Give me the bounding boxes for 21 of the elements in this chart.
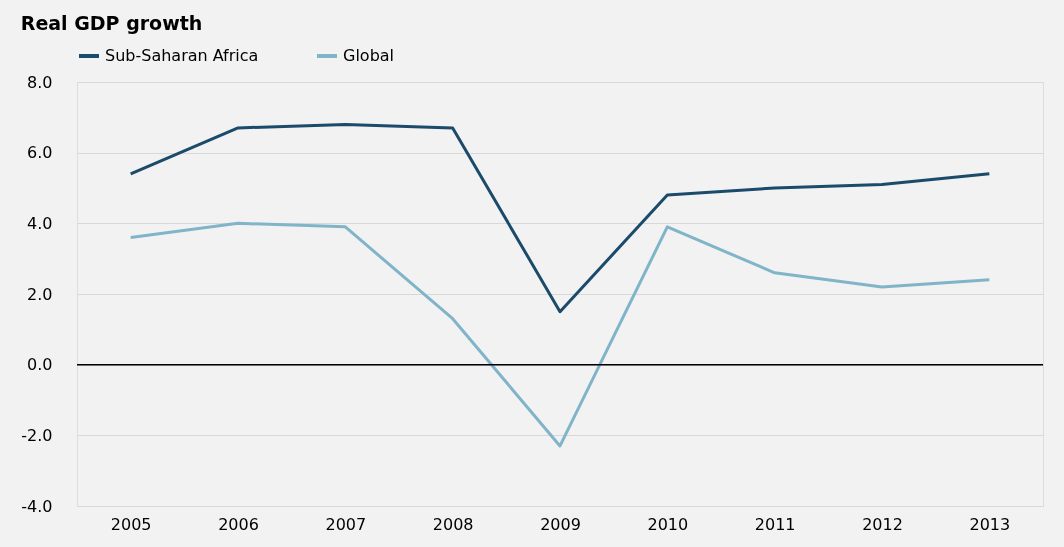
line-series bbox=[129, 122, 991, 314]
y-tick-label: 4.0 bbox=[27, 213, 53, 233]
x-tick-label: 2007 bbox=[325, 514, 367, 534]
x-tick-label: 2013 bbox=[969, 514, 1011, 534]
line-series bbox=[129, 221, 991, 448]
x-tick-label: 2005 bbox=[110, 514, 152, 534]
legend-label: Sub-Saharan Africa bbox=[105, 46, 259, 65]
x-tick-label: 2006 bbox=[218, 514, 259, 534]
y-tick-label: -4.0 bbox=[21, 496, 53, 516]
x-tick-label: 2012 bbox=[862, 514, 903, 534]
chart-title: Real GDP growth bbox=[20, 12, 203, 34]
y-tick-label: 6.0 bbox=[27, 143, 53, 163]
y-tick-label: -2.0 bbox=[21, 425, 53, 445]
y-tick-label: 0.0 bbox=[27, 355, 53, 375]
y-tick-label: 2.0 bbox=[27, 284, 53, 304]
y-tick-label: 8.0 bbox=[27, 72, 53, 92]
x-tick-label: 2008 bbox=[432, 514, 474, 534]
x-tick-label: 2011 bbox=[754, 514, 796, 534]
x-tick-label: 2009 bbox=[540, 514, 581, 534]
legend-label: Global bbox=[343, 46, 395, 65]
x-tick-label: 2010 bbox=[647, 514, 689, 534]
